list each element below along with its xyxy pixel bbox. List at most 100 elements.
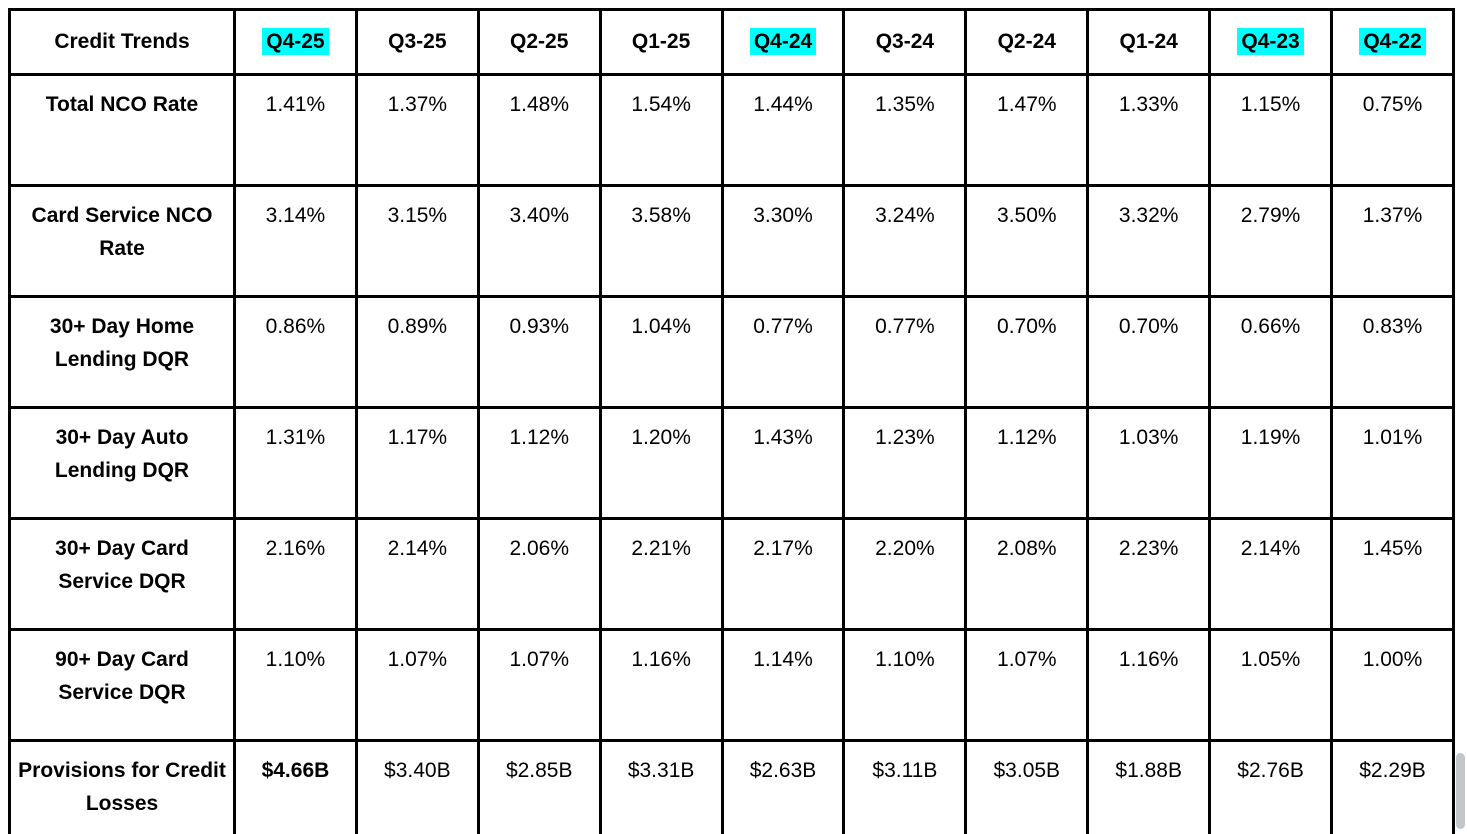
value-cell: 2.06% xyxy=(476,517,602,631)
value-cell: 0.66% xyxy=(1208,295,1334,409)
value-cell: 1.07% xyxy=(354,628,480,742)
value-cell: 1.04% xyxy=(598,295,724,409)
value-cell: 1.16% xyxy=(1086,628,1212,742)
value-cell: 0.77% xyxy=(720,295,846,409)
highlighted-column-label: Q4-23 xyxy=(1237,27,1304,55)
value-cell: 1.45% xyxy=(1330,517,1455,631)
value-cell: 3.50% xyxy=(964,184,1090,298)
value-cell: 2.17% xyxy=(720,517,846,631)
row-label: 90+ Day Card Service DQR xyxy=(8,628,236,742)
value-cell: 1.23% xyxy=(842,406,968,520)
value-cell: 1.05% xyxy=(1208,628,1334,742)
value-cell: 3.40% xyxy=(476,184,602,298)
value-cell: $2.63B xyxy=(720,739,846,834)
value-cell: 1.12% xyxy=(964,406,1090,520)
value-cell: 3.58% xyxy=(598,184,724,298)
value-cell: 0.86% xyxy=(233,295,358,409)
value-cell: 0.75% xyxy=(1330,73,1455,187)
column-header: Q1-25 xyxy=(598,8,724,76)
value-cell: 1.35% xyxy=(842,73,968,187)
value-cell: 1.03% xyxy=(1086,406,1212,520)
credit-trends-table: Credit Trends Q4-25 Q3-25 Q2-25 Q1-25 Q4-24 Q… xyxy=(8,8,1455,834)
value-cell: 1.17% xyxy=(354,406,480,520)
value-cell: 1.37% xyxy=(354,73,480,187)
value-cell: 3.30% xyxy=(720,184,846,298)
value-cell: 3.14% xyxy=(233,184,358,298)
column-header: Q4-23 xyxy=(1208,8,1334,76)
value-cell: 1.14% xyxy=(720,628,846,742)
table-row: Provisions for Credit Losses $4.66B $3.40B… xyxy=(8,739,1455,834)
value-cell: 0.77% xyxy=(842,295,968,409)
value-cell: 0.89% xyxy=(354,295,480,409)
value-cell: 1.54% xyxy=(598,73,724,187)
table-title: Credit Trends xyxy=(8,8,236,76)
highlighted-column-label: Q4-25 xyxy=(262,27,329,55)
value-cell: $2.76B xyxy=(1208,739,1334,834)
column-header: Q4-25 xyxy=(233,8,358,76)
value-cell: 2.08% xyxy=(964,517,1090,631)
value-cell: 3.24% xyxy=(842,184,968,298)
value-cell: $3.31B xyxy=(598,739,724,834)
value-cell: 3.15% xyxy=(354,184,480,298)
value-cell: 2.21% xyxy=(598,517,724,631)
value-cell: $1.88B xyxy=(1086,739,1212,834)
value-cell: 1.10% xyxy=(233,628,358,742)
value-cell: 2.14% xyxy=(354,517,480,631)
value-cell: 1.47% xyxy=(964,73,1090,187)
row-label: Total NCO Rate xyxy=(8,73,236,187)
highlighted-column-label: Q4-24 xyxy=(749,27,817,55)
value-cell: 0.70% xyxy=(964,295,1090,409)
column-header: Q3-25 xyxy=(354,8,480,76)
table-body: Total NCO Rate 1.41% 1.37% 1.48% 1.54% 1.44% 1… xyxy=(8,73,1455,834)
column-header: Q4-24 xyxy=(720,8,846,76)
value-cell: 1.41% xyxy=(233,73,358,187)
table-row: 30+ Day Home Lending DQR 0.86% 0.89% 0.93% 1… xyxy=(8,295,1455,409)
value-cell: 1.33% xyxy=(1086,73,1212,187)
value-cell: 0.70% xyxy=(1086,295,1212,409)
row-label: Provisions for Credit Losses xyxy=(8,739,236,834)
column-header: Q4-22 xyxy=(1330,8,1455,76)
value-cell: 1.31% xyxy=(233,406,358,520)
value-cell: $2.85B xyxy=(476,739,602,834)
table-row: Card Service NCO Rate 3.14% 3.15% 3.40% 3.58… xyxy=(8,184,1455,298)
value-cell: $4.66B xyxy=(233,739,358,834)
value-cell: 2.79% xyxy=(1208,184,1334,298)
row-label: 30+ Day Home Lending DQR xyxy=(8,295,236,409)
value-cell: 1.07% xyxy=(964,628,1090,742)
value-cell: 0.83% xyxy=(1330,295,1455,409)
value-cell: 1.19% xyxy=(1208,406,1334,520)
column-header: Q1-24 xyxy=(1086,8,1212,76)
column-header: Q3-24 xyxy=(842,8,968,76)
highlighted-column-label: Q4-22 xyxy=(1359,27,1426,55)
value-cell: 1.01% xyxy=(1330,406,1455,520)
value-cell: 1.07% xyxy=(476,628,602,742)
value-cell: $2.29B xyxy=(1330,739,1455,834)
value-cell: 2.14% xyxy=(1208,517,1334,631)
value-cell: 2.23% xyxy=(1086,517,1212,631)
row-label: Card Service NCO Rate xyxy=(8,184,236,298)
value-cell: $3.05B xyxy=(964,739,1090,834)
row-label: 30+ Day Card Service DQR xyxy=(8,517,236,631)
value-cell: 1.12% xyxy=(476,406,602,520)
value-cell: 1.43% xyxy=(720,406,846,520)
value-cell: 1.00% xyxy=(1330,628,1455,742)
value-cell: 3.32% xyxy=(1086,184,1212,298)
row-label: 30+ Day Auto Lending DQR xyxy=(8,406,236,520)
table-row: Total NCO Rate 1.41% 1.37% 1.48% 1.54% 1.44% 1… xyxy=(8,73,1455,187)
value-cell: 2.16% xyxy=(233,517,358,631)
table-row: 90+ Day Card Service DQR 1.10% 1.07% 1.07% 1… xyxy=(8,628,1455,742)
value-cell: 1.16% xyxy=(598,628,724,742)
column-header: Q2-24 xyxy=(964,8,1090,76)
vertical-scrollbar-thumb[interactable] xyxy=(1456,753,1465,829)
value-cell: 1.44% xyxy=(720,73,846,187)
value-cell: 2.20% xyxy=(842,517,968,631)
value-cell: 0.93% xyxy=(476,295,602,409)
value-cell: 1.37% xyxy=(1330,184,1455,298)
value-cell: $3.40B xyxy=(354,739,480,834)
value-cell: 1.15% xyxy=(1208,73,1334,187)
table-row: 30+ Day Card Service DQR 2.16% 2.14% 2.06% 2… xyxy=(8,517,1455,631)
table-row: 30+ Day Auto Lending DQR 1.31% 1.17% 1.12% 1… xyxy=(8,406,1455,520)
value-cell: 1.20% xyxy=(598,406,724,520)
value-cell: 1.10% xyxy=(842,628,968,742)
